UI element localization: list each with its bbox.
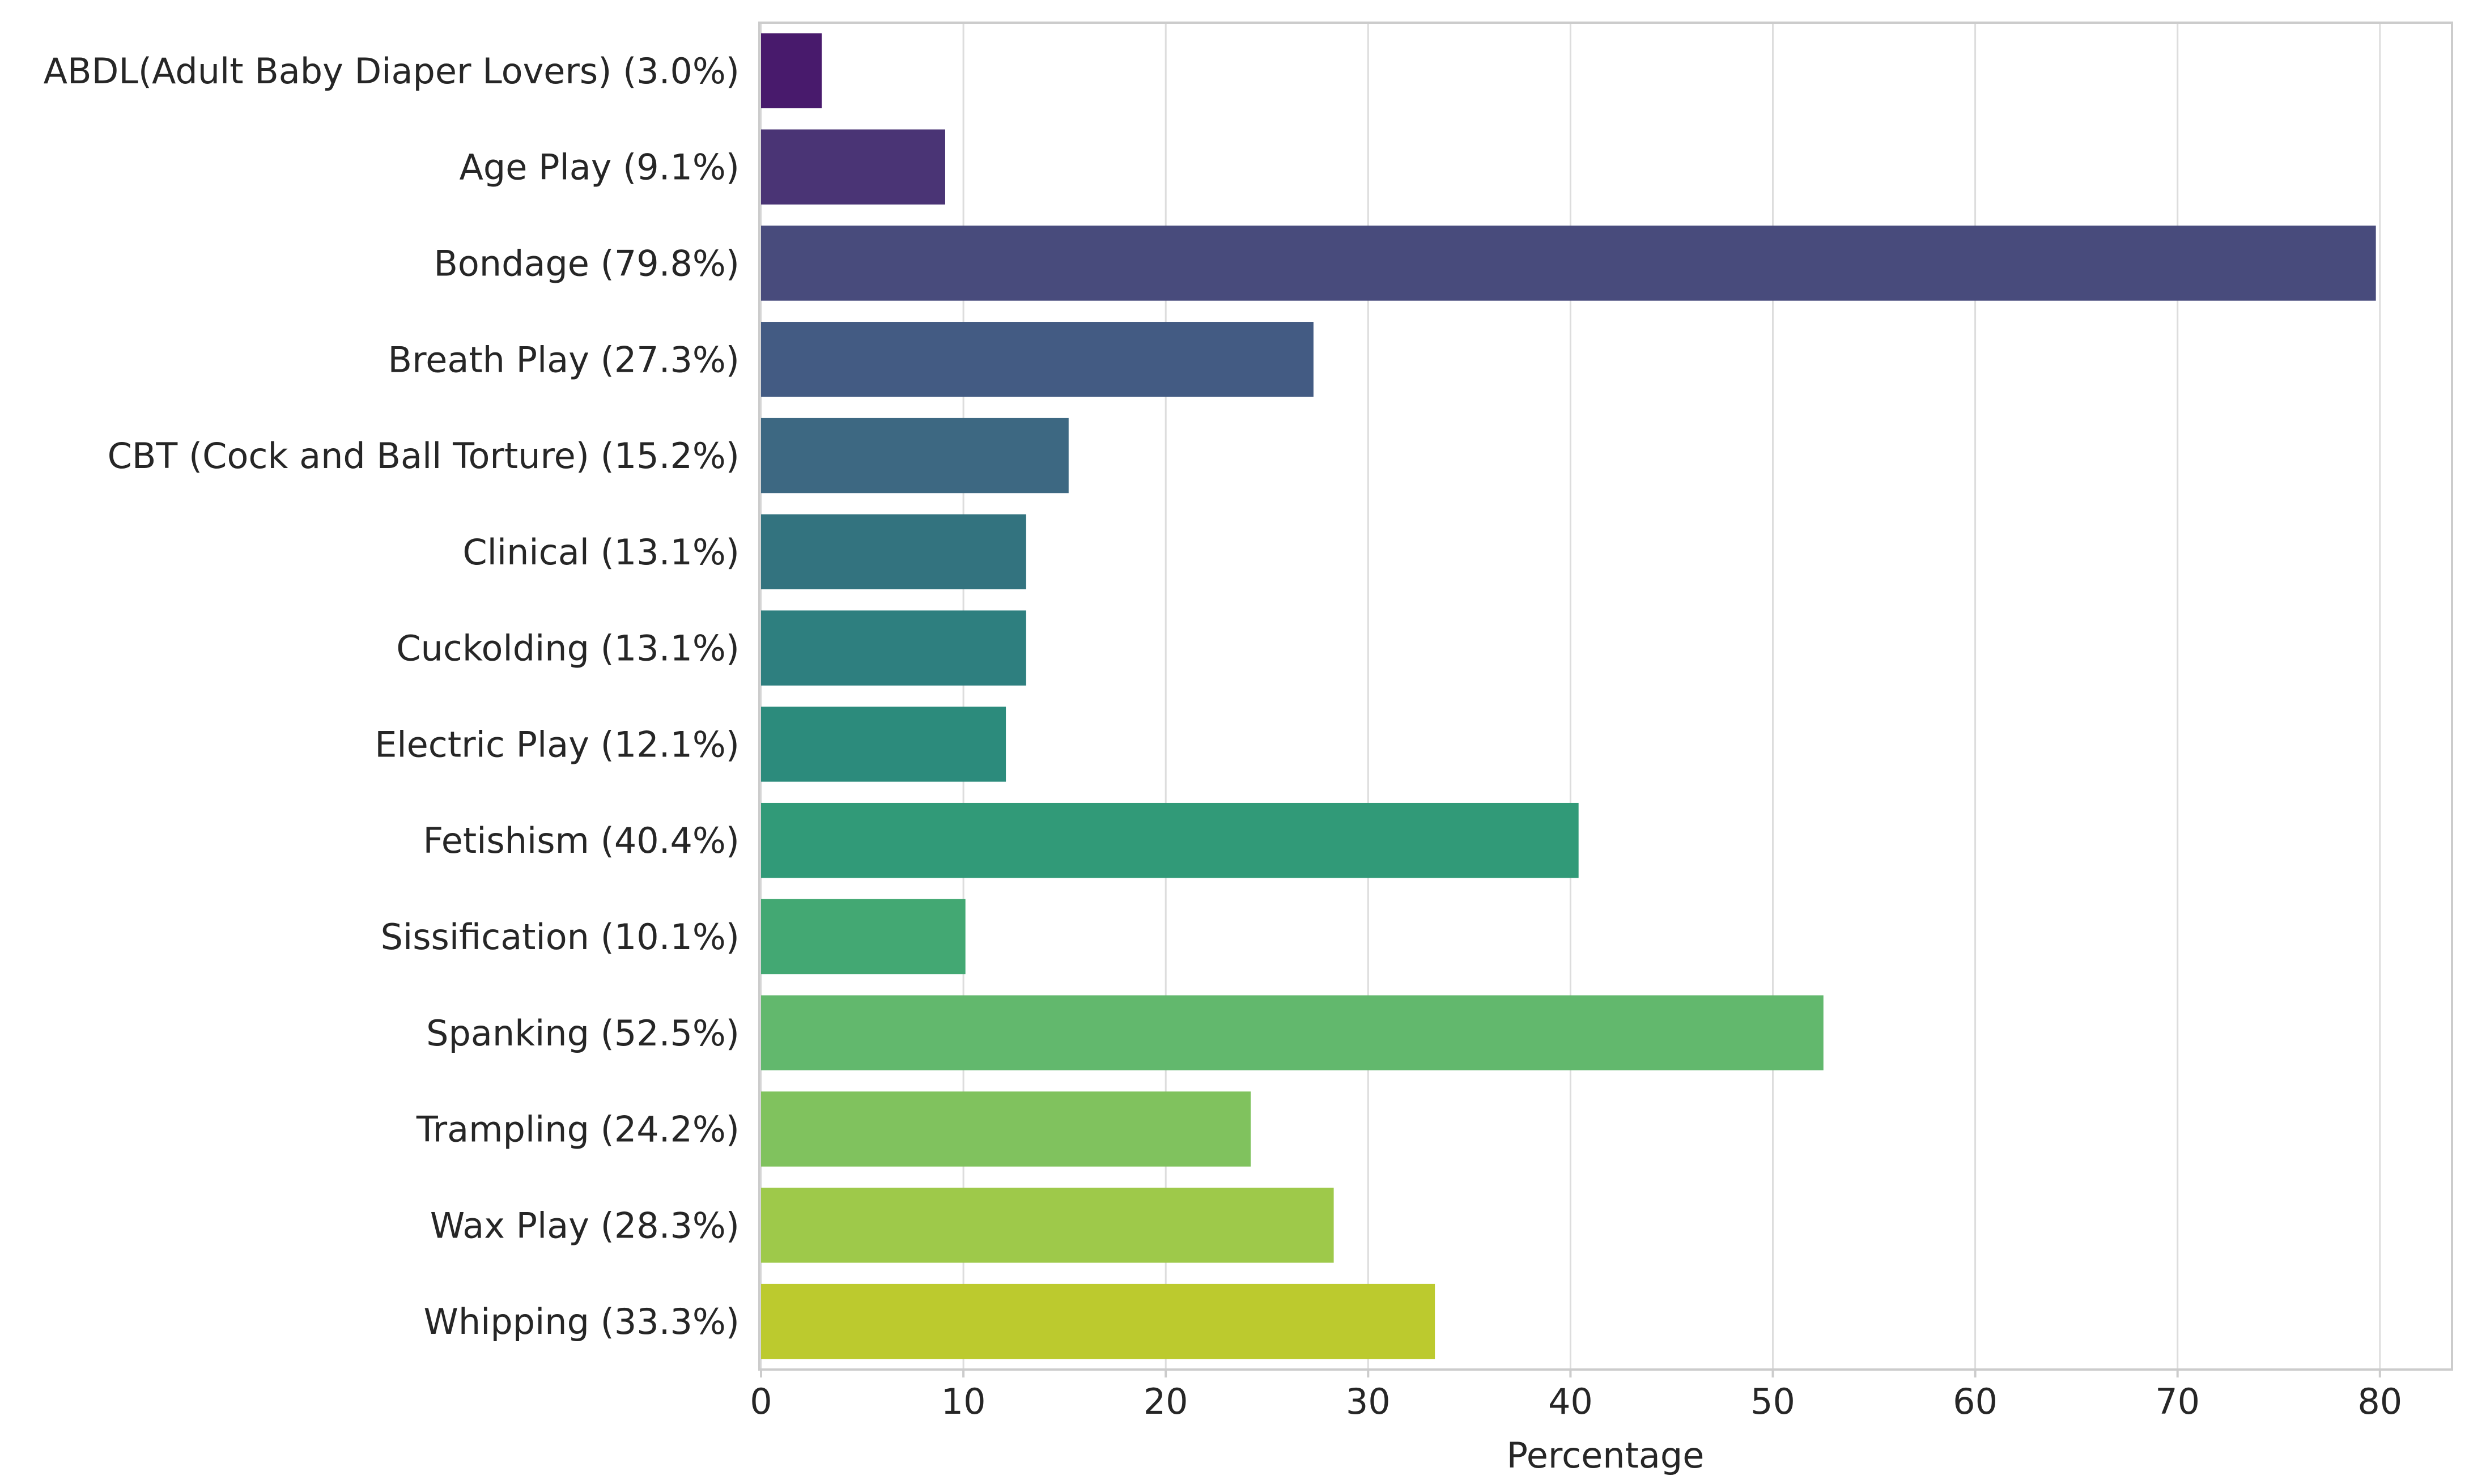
x-tick-label: 50	[1750, 1381, 1795, 1422]
x-tick-label: 80	[2357, 1381, 2402, 1422]
y-tick-label: Bondage (79.8%)	[434, 243, 740, 284]
bar	[761, 1283, 1435, 1359]
x-tick-label: 10	[941, 1381, 986, 1422]
x-tick-labels: 0 10 20 30 40 50 60 70 80	[750, 1370, 2402, 1422]
bar	[761, 514, 1026, 590]
bar	[761, 1188, 1334, 1263]
bar	[761, 129, 945, 205]
x-tick-label: 20	[1144, 1381, 1188, 1422]
bar	[761, 995, 1824, 1070]
y-tick-label: Cuckolding (13.1%)	[396, 628, 740, 669]
x-tick-label: 70	[2155, 1381, 2200, 1422]
x-tick-label: 30	[1346, 1381, 1391, 1422]
x-tick-label: 60	[1953, 1381, 1998, 1422]
x-tick-label: 0	[750, 1381, 772, 1422]
x-tick-label: 40	[1548, 1381, 1593, 1422]
bar	[761, 707, 1006, 782]
y-tick-label: Wax Play (28.3%)	[430, 1205, 740, 1246]
bar	[761, 1091, 1251, 1167]
bar	[761, 322, 1314, 397]
gridlines	[760, 23, 2381, 1370]
y-tick-label: Sissification (10.1%)	[381, 916, 740, 958]
y-tick-label: CBT (Cock and Ball Torture) (15.2%)	[108, 435, 740, 477]
bar	[761, 899, 966, 975]
plot-frame	[758, 22, 2453, 1371]
bar	[761, 33, 822, 109]
bar	[761, 802, 1579, 878]
y-tick-labels: ABDL(Adult Baby Diaper Lovers) (3.0%) Age…	[44, 50, 740, 1342]
y-tick-label: Age Play (9.1%)	[459, 147, 740, 188]
bar	[761, 226, 2376, 301]
y-tick-label: Fetishism (40.4%)	[423, 820, 740, 861]
y-tick-label: Electric Play (12.1%)	[375, 724, 740, 765]
y-tick-label: Whipping (33.3%)	[424, 1301, 740, 1342]
bar	[761, 418, 1069, 494]
bars	[761, 33, 2376, 1359]
bar	[761, 610, 1026, 686]
x-axis-title: Percentage	[1507, 1435, 1705, 1476]
y-tick-label: Clinical (13.1%)	[462, 531, 740, 573]
y-tick-label: Trampling (24.2%)	[416, 1109, 740, 1150]
y-tick-label: ABDL(Adult Baby Diaper Lovers) (3.0%)	[44, 50, 740, 92]
y-tick-label: Breath Play (27.3%)	[388, 339, 740, 380]
y-tick-label: Spanking (52.5%)	[426, 1013, 740, 1054]
